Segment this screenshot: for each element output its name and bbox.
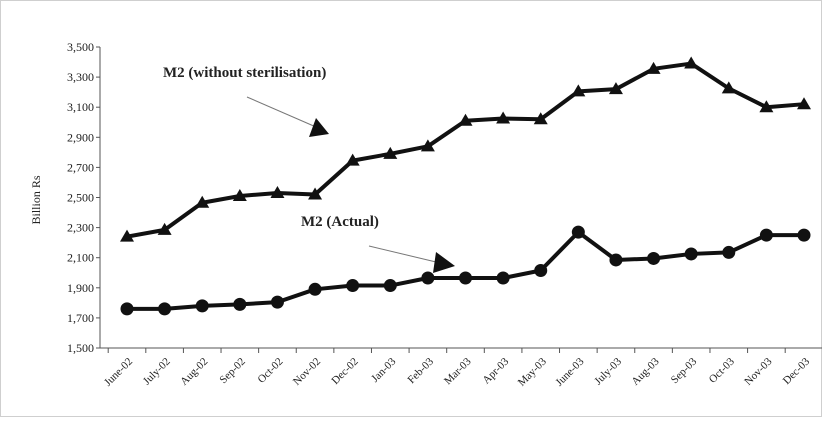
data-point-circle [571,225,585,239]
y-tick-label: 2,700 [67,160,94,174]
data-point-triangle [195,195,210,208]
series-0 [120,56,811,242]
x-tick-label: Oct-03 [707,355,737,385]
data-point-circle [459,271,472,285]
x-tick-label: Nov-03 [742,355,775,388]
data-point-triangle [420,139,435,152]
data-point-triangle [684,56,699,69]
data-point-triangle [608,82,623,95]
data-point-circle [797,228,811,242]
x-tick-label: Jan-03 [369,355,399,385]
x-tick-label: Apr-03 [480,355,511,386]
annotation-arrow-shaft [246,96,317,128]
data-point-circle [759,228,773,242]
data-point-triangle [571,84,586,97]
data-point-triangle [232,188,247,201]
y-tick-label: 1,700 [67,311,94,325]
x-tick-label: Dec-02 [329,356,360,387]
x-tick-label: Dec-03 [781,355,813,387]
x-tick-label: Nov-02 [291,356,323,388]
y-axis-ticks: 1,500 1,700 1,900 2,100 2,300 2,500 2,700 2,900… [67,40,100,355]
x-tick-label: Sep-03 [669,355,700,386]
annotation-arrow-head [433,252,455,273]
x-tick-label: Oct-02 [255,356,285,386]
data-point-triangle [533,112,548,125]
y-tick-label: 3,100 [67,100,94,114]
x-tick-label: July-03 [592,355,624,387]
x-axis-ticks: June-02 July-02 Aug-02 Sep-02 Oct-02 Nov-02 De… [102,348,812,389]
y-tick-label: 2,500 [67,191,94,205]
series-line [127,230,804,311]
x-tick-label: June-03 [553,355,586,388]
data-point-triangle [345,153,360,166]
data-point-circle [308,282,322,296]
data-point-triangle [646,61,661,74]
data-point-triangle [383,146,398,159]
y-tick-label: 2,100 [67,251,94,265]
x-tick-label: Mar-03 [442,355,474,387]
data-point-circle [158,302,172,316]
data-point-circle [233,297,247,311]
data-point-circle [383,279,397,293]
axes [99,47,822,349]
data-point-triangle [759,100,774,113]
data-point-circle [609,253,623,267]
series-1 [120,225,811,316]
data-point-triangle [157,222,172,235]
series-layer [120,56,811,316]
annotation-arrow-head [309,118,329,137]
series-line [126,61,805,239]
annotation-m2-without-sterilisation: M2 (without sterilisation) [163,65,326,81]
data-point-circle [421,271,435,285]
data-point-triangle [721,81,736,94]
data-point-circle [684,247,698,261]
y-tick-label: 2,300 [67,221,94,235]
y-tick-label: 3,500 [67,40,94,54]
data-point-triangle [458,113,473,126]
data-point-circle [346,279,360,293]
annotation-layer: M2 (without sterilisation) M2 (Actual) [163,65,455,273]
data-point-triangle [120,229,134,242]
data-point-circle [647,251,661,265]
x-tick-label: Aug-02 [178,356,210,388]
y-tick-label: 3,300 [67,70,94,84]
data-point-circle [496,271,510,285]
data-point-triangle [308,187,323,200]
data-point-triangle [270,185,285,198]
y-tick-label: 2,900 [67,130,94,144]
data-point-triangle [496,111,511,124]
annotation-m2-actual: M2 (Actual) [301,214,379,230]
x-tick-label: July-02 [141,356,173,388]
x-tick-label: Feb-03 [405,355,436,386]
x-tick-label: June-02 [102,356,135,389]
data-point-circle [270,295,284,309]
x-tick-label: Sep-02 [217,356,248,387]
x-tick-label: Aug-03 [629,355,662,388]
y-axis-title: Billion Rs [29,175,43,224]
y-tick-label: 1,900 [67,281,94,295]
data-point-triangle [797,97,811,110]
annotation-arrow-shaft [368,245,437,263]
data-point-circle [722,245,736,259]
x-tick-label: May-03 [516,355,549,388]
data-point-circle [120,302,134,316]
y-tick-label: 1,500 [67,341,94,355]
data-point-circle [534,263,548,277]
data-point-circle [195,299,209,313]
